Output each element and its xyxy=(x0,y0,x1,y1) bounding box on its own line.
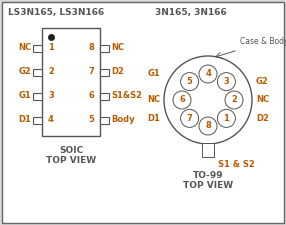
Bar xyxy=(33,45,42,52)
Bar xyxy=(100,68,109,76)
Text: NC: NC xyxy=(147,95,160,104)
Text: TOP VIEW: TOP VIEW xyxy=(183,181,233,190)
Text: 3: 3 xyxy=(48,92,54,101)
Circle shape xyxy=(217,73,235,91)
Text: G1: G1 xyxy=(18,92,31,101)
Bar xyxy=(202,143,214,157)
Circle shape xyxy=(173,91,191,109)
Bar xyxy=(33,68,42,76)
Text: 8: 8 xyxy=(205,122,211,130)
Circle shape xyxy=(181,109,198,127)
Bar xyxy=(100,92,109,99)
Text: 3: 3 xyxy=(224,77,229,86)
Text: D1: D1 xyxy=(18,115,31,124)
Circle shape xyxy=(199,65,217,83)
Text: D2: D2 xyxy=(111,68,124,76)
Bar xyxy=(33,117,42,124)
Text: 3N165, 3N166: 3N165, 3N166 xyxy=(155,7,227,16)
Text: 1: 1 xyxy=(48,43,54,52)
Text: 2: 2 xyxy=(231,95,237,104)
Text: 2: 2 xyxy=(48,68,54,76)
Text: 5: 5 xyxy=(187,77,192,86)
Bar xyxy=(42,28,100,136)
Text: NC: NC xyxy=(111,43,124,52)
Text: TOP VIEW: TOP VIEW xyxy=(46,156,96,165)
Text: NC: NC xyxy=(256,95,269,104)
Text: LS3N165, LS3N166: LS3N165, LS3N166 xyxy=(8,7,104,16)
Text: Body: Body xyxy=(111,115,135,124)
Text: 5: 5 xyxy=(88,115,94,124)
Text: 6: 6 xyxy=(179,95,185,104)
Text: SOIC: SOIC xyxy=(59,146,83,155)
Text: G2: G2 xyxy=(256,77,269,86)
Text: 7: 7 xyxy=(88,68,94,76)
Text: S1&S2: S1&S2 xyxy=(111,92,142,101)
Bar xyxy=(100,45,109,52)
Text: Case & Body: Case & Body xyxy=(240,37,286,46)
Bar xyxy=(33,92,42,99)
Text: TO-99: TO-99 xyxy=(193,171,223,180)
Circle shape xyxy=(217,109,235,127)
Text: G1: G1 xyxy=(147,70,160,79)
Text: 7: 7 xyxy=(187,114,192,123)
Text: 1: 1 xyxy=(223,114,229,123)
Bar xyxy=(100,117,109,124)
Text: NC: NC xyxy=(18,43,31,52)
Text: 8: 8 xyxy=(88,43,94,52)
Text: G2: G2 xyxy=(18,68,31,76)
Circle shape xyxy=(164,56,252,144)
Text: 4: 4 xyxy=(48,115,54,124)
Circle shape xyxy=(181,73,198,91)
Text: D2: D2 xyxy=(256,114,269,123)
Text: D1: D1 xyxy=(147,114,160,123)
Text: 4: 4 xyxy=(205,70,211,79)
Circle shape xyxy=(225,91,243,109)
Text: 6: 6 xyxy=(88,92,94,101)
Circle shape xyxy=(199,117,217,135)
Text: S1 & S2: S1 & S2 xyxy=(218,160,255,169)
